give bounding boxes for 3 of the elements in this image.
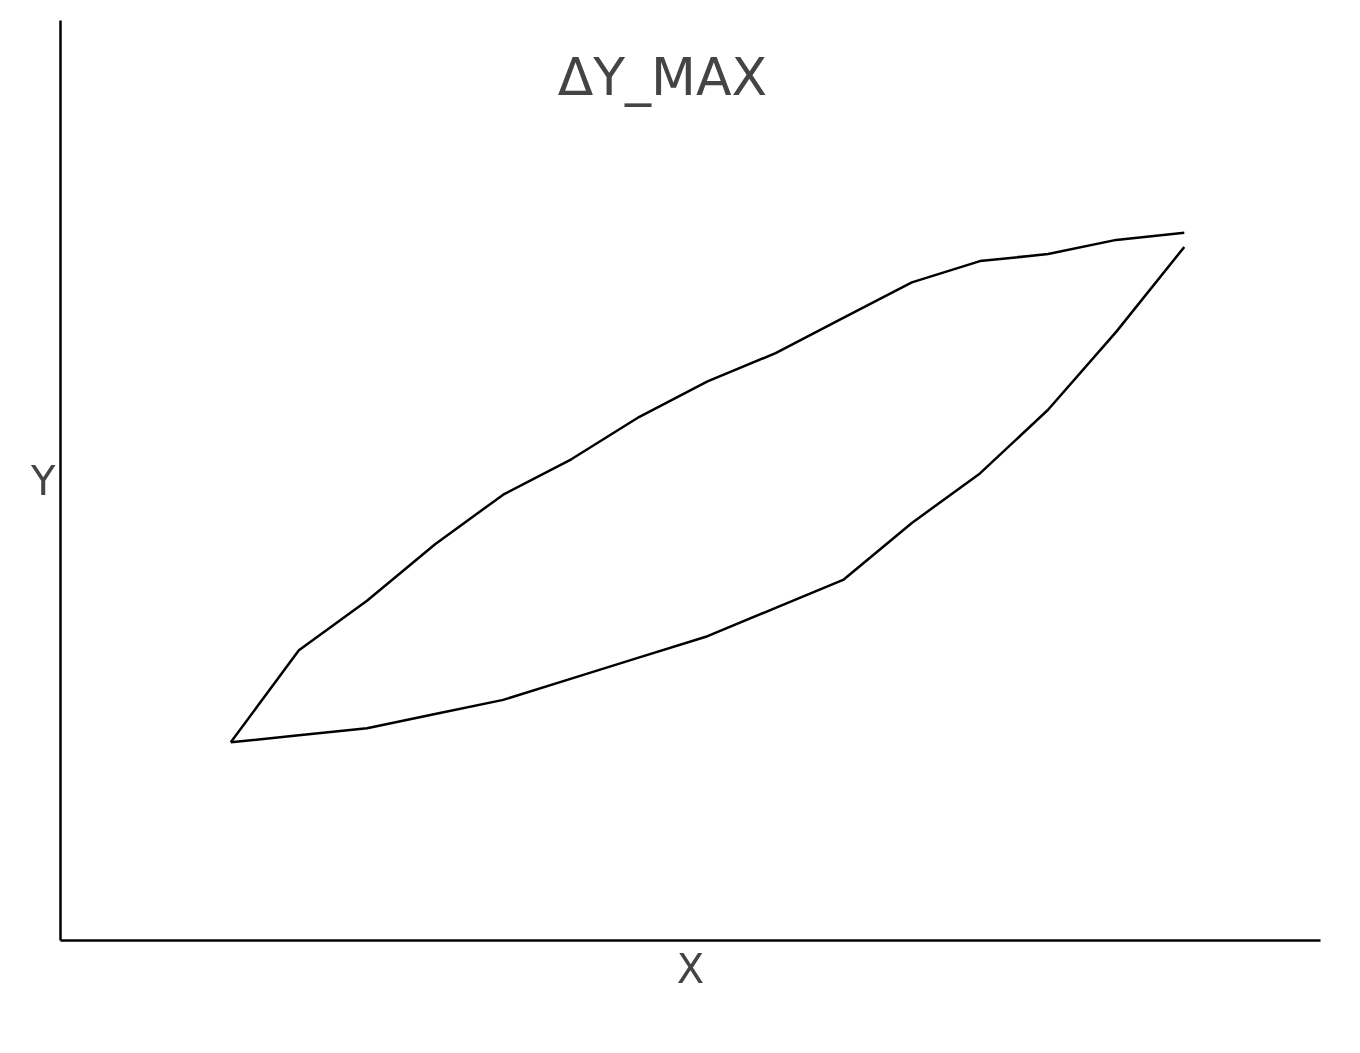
- y-axis-title: Y: [30, 457, 57, 504]
- x-axis-title: X: [676, 945, 705, 992]
- text: ΔY_MAX: [557, 47, 768, 108]
